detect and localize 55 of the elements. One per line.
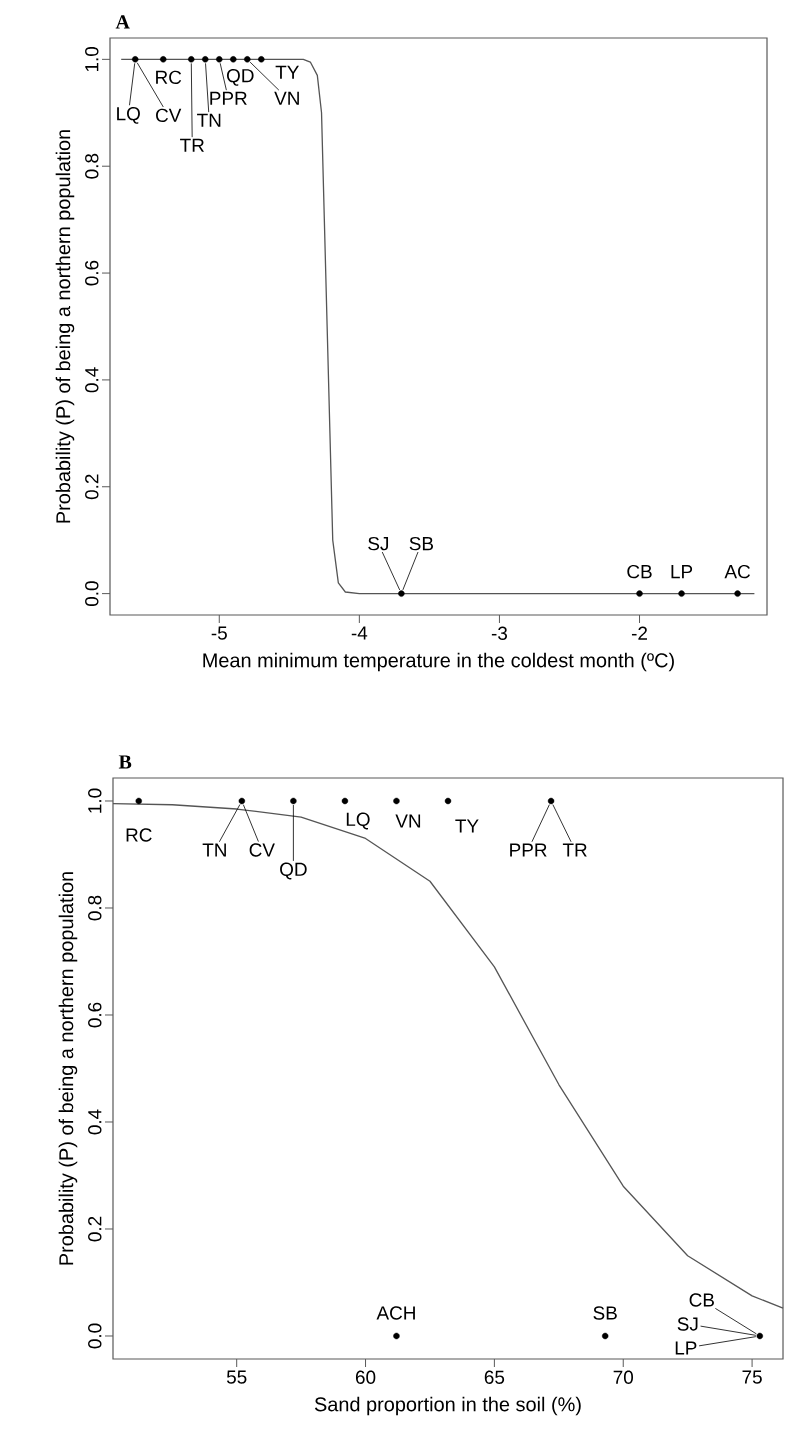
annotation: LQ — [346, 812, 370, 830]
y-tick-label: 0.8 — [88, 895, 102, 921]
y-tick-label: 0.4 — [85, 367, 99, 393]
y-tick-label: 0.0 — [85, 581, 99, 607]
y-axis-title: Probability (P) of being a northern population — [55, 130, 75, 523]
annotation: SB — [593, 1306, 617, 1320]
y-tick-label: 1.0 — [88, 788, 102, 813]
annotation: TY — [275, 65, 299, 79]
annotation: TN — [197, 113, 221, 127]
annotation: LP — [675, 1341, 697, 1355]
annotation: TR — [562, 843, 587, 857]
x-tick-label: -4 — [351, 626, 368, 640]
y-tick-label: 0.4 — [88, 1109, 102, 1135]
annotation: SJ — [368, 536, 389, 551]
annotation: QD — [226, 68, 254, 86]
chart-title: A — [115, 15, 130, 29]
x-tick-label: 55 — [226, 1370, 247, 1384]
y-tick-label: 0.0 — [88, 1323, 102, 1349]
annotation: VN — [395, 814, 421, 828]
annotation: TR — [180, 138, 204, 152]
y-tick-label: 0.6 — [88, 1002, 102, 1028]
y-tick-label: 0.2 — [88, 1216, 102, 1242]
annotation: SB — [409, 536, 433, 551]
annotation: AC — [724, 564, 750, 579]
annotation: CB — [627, 564, 652, 579]
y-tick-label: 0.6 — [85, 260, 99, 286]
x-tick-label: -2 — [631, 626, 647, 640]
x-axis-title: Mean minimum temperature in the coldest month (ºC) — [203, 652, 674, 672]
annotation: RC — [156, 70, 182, 85]
annotation: VN — [274, 91, 299, 105]
annotation: ACH — [376, 1306, 415, 1320]
annotation: QD — [280, 862, 307, 880]
y-tick-label: 0.8 — [85, 153, 99, 179]
annotation: PPR — [510, 843, 547, 857]
y-tick-label: 1.0 — [85, 46, 99, 72]
annotation: LP — [671, 565, 693, 579]
y-tick-label: 0.2 — [85, 474, 99, 500]
annotation: LQ — [117, 106, 140, 124]
annotation: CB — [689, 1293, 714, 1307]
annotation: PPR — [210, 91, 247, 105]
x-tick-label: -3 — [491, 626, 508, 640]
x-tick-label: 65 — [484, 1370, 505, 1384]
annotation: TY — [455, 819, 479, 833]
annotation: RC — [126, 828, 152, 842]
x-tick-label: 70 — [613, 1370, 634, 1384]
x-tick-label: 75 — [742, 1370, 762, 1384]
annotation: CV — [249, 843, 275, 857]
x-tick-label: 60 — [355, 1370, 376, 1384]
chart-title: B — [118, 755, 132, 769]
annotation: SJ — [677, 1317, 698, 1331]
x-axis-title: Sand proportion in the soil (%) — [314, 1396, 581, 1416]
x-tick-label: -5 — [211, 626, 227, 640]
annotation: TN — [202, 843, 226, 857]
annotation: CV — [156, 108, 182, 123]
y-axis-title: Probability (P) of being a northern population — [58, 872, 78, 1265]
